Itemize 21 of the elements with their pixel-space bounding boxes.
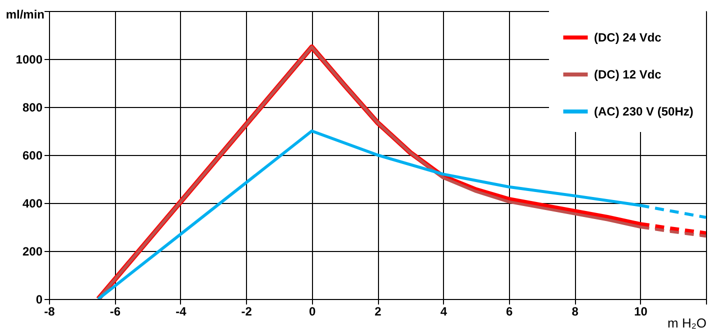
legend-label: (DC) 24 Vdc [594,30,662,44]
y-tick-label: 200 [22,244,43,258]
x-tick-label: -6 [110,304,121,318]
x-tick-label: 0 [308,304,316,318]
x-tick-label: -4 [176,304,187,318]
x-tick-label: 2 [374,304,382,318]
y-tick-label: 600 [22,148,43,162]
x-tick-label: 8 [572,304,579,318]
x-tick-label: 10 [634,304,648,318]
y-tick-label: 400 [22,196,43,210]
legend-label: (AC) 230 V (50Hz) [594,104,694,118]
x-tick-label: 6 [506,304,514,318]
y-tick-label: 800 [22,100,43,114]
y-tick-label: 0 [36,292,43,306]
x-axis-title: m H₂O [668,316,706,330]
y-tick-label: 1000 [16,52,43,66]
x-tick-label: -8 [44,304,56,318]
x-tick-label: -2 [241,304,252,318]
x-tick-label: 4 [440,304,448,318]
y-axis-title: ml/min [6,8,44,22]
legend-label: (DC) 12 Vdc [594,68,662,82]
